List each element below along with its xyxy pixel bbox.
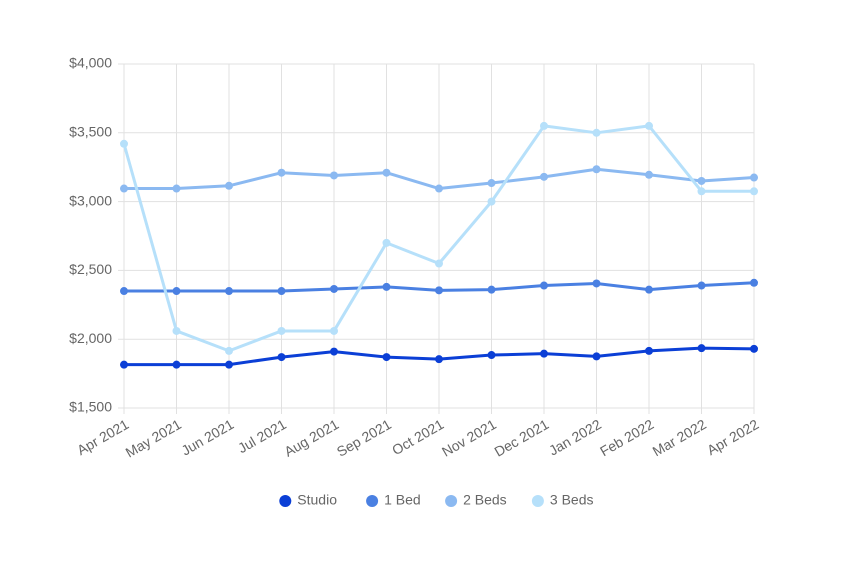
data-point	[277, 168, 286, 177]
data-point	[697, 187, 706, 196]
x-tick-label: Apr 2022	[704, 416, 761, 458]
data-point	[435, 259, 443, 268]
data-point	[225, 360, 233, 369]
data-point	[225, 287, 233, 296]
x-tick-label: Jun 2021	[178, 416, 236, 459]
y-tick-label: $3,500	[69, 124, 112, 140]
data-point	[225, 181, 233, 190]
data-point	[487, 351, 496, 360]
data-point	[540, 281, 548, 290]
legend-label: 2 Beds	[463, 492, 507, 508]
data-point	[592, 352, 601, 361]
y-tick-label: $2,000	[69, 330, 112, 346]
data-point	[750, 187, 758, 196]
x-tick-label: Oct 2021	[389, 416, 446, 458]
data-point	[330, 347, 338, 356]
x-tick-label: Feb 2022	[597, 416, 656, 460]
data-point	[120, 139, 128, 148]
data-point	[120, 287, 128, 296]
data-point	[330, 284, 338, 293]
data-point	[645, 285, 653, 294]
data-point	[277, 326, 286, 335]
data-point	[382, 238, 391, 247]
data-point	[750, 278, 758, 287]
legend-marker	[279, 495, 292, 507]
data-point	[172, 360, 181, 369]
data-point	[592, 165, 601, 174]
data-point	[750, 344, 758, 353]
data-point	[382, 168, 391, 177]
y-tick-label: $2,500	[69, 261, 112, 277]
data-point	[540, 121, 548, 130]
data-point	[277, 287, 286, 296]
y-tick-label: $1,500	[69, 399, 112, 415]
legend-marker	[531, 495, 544, 507]
legend-marker	[445, 495, 458, 507]
data-point	[120, 184, 128, 193]
data-point	[697, 176, 706, 185]
legend-label: Studio	[297, 492, 337, 508]
x-tick-label: Aug 2021	[281, 416, 341, 460]
data-point	[540, 172, 548, 181]
x-tick-label: Mar 2022	[650, 416, 709, 460]
data-point	[120, 360, 128, 369]
data-point	[592, 279, 601, 288]
data-point	[487, 179, 496, 188]
legend-label: 1 Bed	[384, 492, 421, 508]
data-point	[592, 128, 601, 137]
data-point	[172, 184, 181, 193]
data-point	[435, 355, 443, 364]
data-point	[435, 184, 443, 193]
y-tick-label: $4,000	[69, 55, 112, 71]
data-point	[487, 285, 496, 294]
data-point	[750, 173, 758, 182]
data-point	[645, 170, 653, 179]
data-point	[435, 286, 443, 295]
data-point	[330, 171, 338, 180]
data-point	[330, 326, 338, 335]
data-point	[645, 121, 653, 130]
legend-marker	[366, 495, 379, 507]
data-point	[697, 281, 706, 290]
data-point	[382, 282, 391, 291]
data-point	[225, 346, 233, 355]
data-point	[645, 346, 653, 355]
x-tick-label: Jul 2021	[235, 416, 289, 456]
y-tick-label: $3,000	[69, 192, 112, 208]
x-tick-label: May 2021	[123, 416, 184, 461]
legend-label: 3 Beds	[550, 492, 594, 508]
data-point	[277, 353, 286, 362]
data-point	[172, 287, 181, 296]
data-point	[697, 344, 706, 353]
x-tick-label: Dec 2021	[491, 416, 551, 460]
x-tick-label: Sep 2021	[334, 416, 394, 460]
x-tick-label: Jan 2022	[546, 416, 604, 459]
data-point	[382, 353, 391, 362]
x-tick-label: Apr 2021	[74, 416, 131, 458]
data-point	[540, 349, 548, 358]
data-point	[172, 326, 181, 335]
x-tick-label: Nov 2021	[439, 416, 499, 460]
data-point	[487, 197, 496, 206]
